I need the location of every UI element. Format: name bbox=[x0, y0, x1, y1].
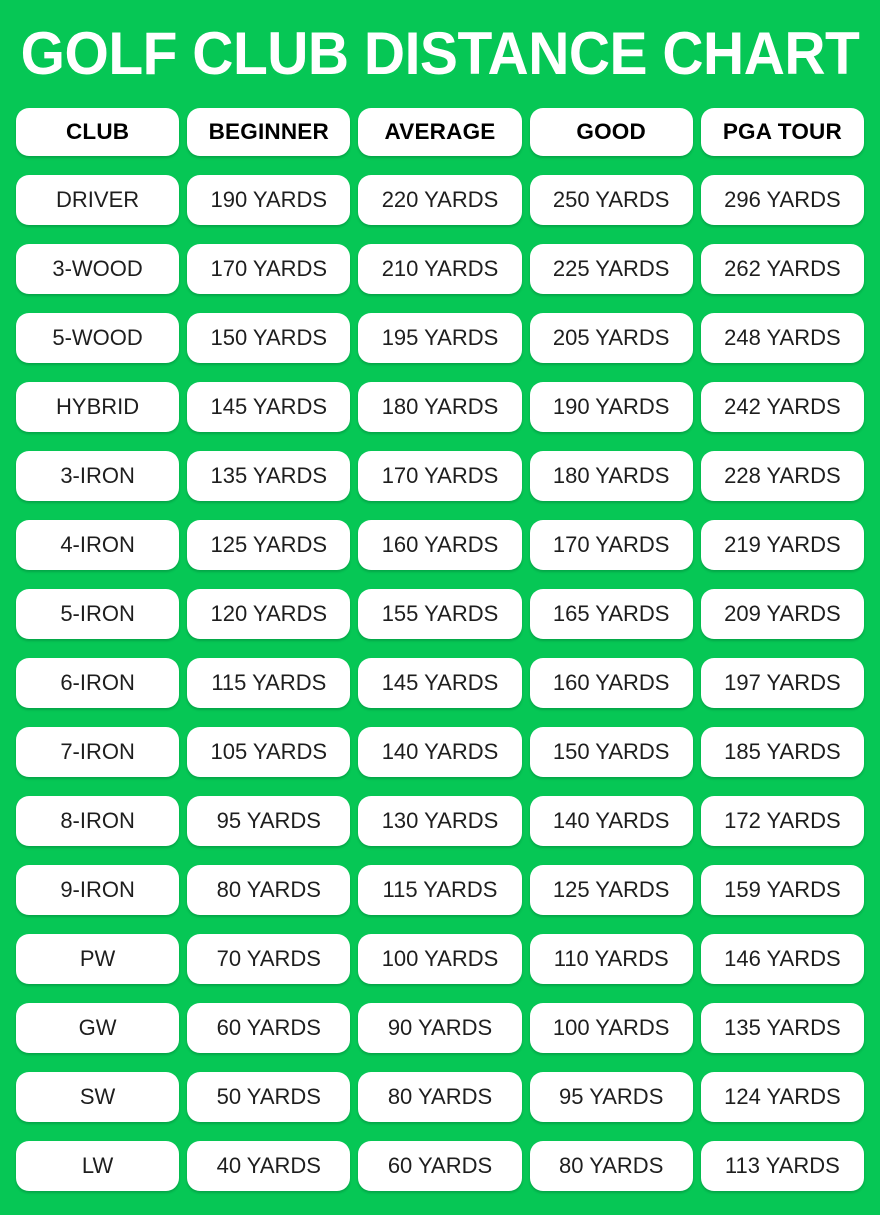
distance-cell: 135 YARDS bbox=[700, 1003, 864, 1053]
distance-cell: 145 YARDS bbox=[358, 658, 522, 708]
distance-cell: 100 YARDS bbox=[529, 1003, 693, 1053]
distance-cell: 150 YARDS bbox=[529, 727, 693, 777]
distance-cell: 220 YARDS bbox=[358, 175, 522, 225]
distance-cell: 115 YARDS bbox=[358, 865, 522, 915]
distance-cell: 80 YARDS bbox=[358, 1072, 522, 1122]
distance-cell: 70 YARDS bbox=[187, 934, 351, 984]
distance-cell: 210 YARDS bbox=[358, 244, 522, 294]
club-cell-6-iron: 6-IRON bbox=[16, 658, 180, 708]
distance-cell: 228 YARDS bbox=[700, 451, 864, 501]
distance-table: CLUB BEGINNER AVERAGE GOOD PGA TOUR DRIVER 190… bbox=[16, 108, 864, 1199]
distance-cell: 180 YARDS bbox=[358, 382, 522, 432]
distance-cell: 80 YARDS bbox=[187, 865, 351, 915]
distance-cell: 130 YARDS bbox=[358, 796, 522, 846]
distance-cell: 100 YARDS bbox=[358, 934, 522, 984]
page-title: GOLF CLUB DISTANCE CHART bbox=[20, 20, 860, 88]
header-cell-average: AVERAGE bbox=[358, 108, 522, 156]
distance-cell: 262 YARDS bbox=[700, 244, 864, 294]
distance-cell: 120 YARDS bbox=[187, 589, 351, 639]
club-cell-5-iron: 5-IRON bbox=[16, 589, 180, 639]
header-cell-beginner: BEGINNER bbox=[187, 108, 351, 156]
distance-cell: 165 YARDS bbox=[529, 589, 693, 639]
header-cell-club: CLUB bbox=[16, 108, 180, 156]
distance-cell: 146 YARDS bbox=[700, 934, 864, 984]
distance-cell: 170 YARDS bbox=[187, 244, 351, 294]
distance-cell: 125 YARDS bbox=[187, 520, 351, 570]
distance-cell: 185 YARDS bbox=[700, 727, 864, 777]
distance-cell: 125 YARDS bbox=[529, 865, 693, 915]
distance-cell: 248 YARDS bbox=[700, 313, 864, 363]
distance-cell: 159 YARDS bbox=[700, 865, 864, 915]
distance-cell: 113 YARDS bbox=[700, 1141, 864, 1191]
distance-cell: 155 YARDS bbox=[358, 589, 522, 639]
club-cell-driver: DRIVER bbox=[16, 175, 180, 225]
club-cell-4-iron: 4-IRON bbox=[16, 520, 180, 570]
distance-cell: 50 YARDS bbox=[187, 1072, 351, 1122]
club-cell-pw: PW bbox=[16, 934, 180, 984]
club-cell-3-wood: 3-WOOD bbox=[16, 244, 180, 294]
distance-cell: 172 YARDS bbox=[700, 796, 864, 846]
distance-cell: 95 YARDS bbox=[529, 1072, 693, 1122]
distance-cell: 140 YARDS bbox=[529, 796, 693, 846]
distance-cell: 60 YARDS bbox=[358, 1141, 522, 1191]
distance-cell: 115 YARDS bbox=[187, 658, 351, 708]
club-cell-3-iron: 3-IRON bbox=[16, 451, 180, 501]
club-cell-5-wood: 5-WOOD bbox=[16, 313, 180, 363]
distance-cell: 197 YARDS bbox=[700, 658, 864, 708]
distance-cell: 110 YARDS bbox=[529, 934, 693, 984]
distance-cell: 80 YARDS bbox=[529, 1141, 693, 1191]
distance-cell: 180 YARDS bbox=[529, 451, 693, 501]
club-cell-lw: LW bbox=[16, 1141, 180, 1191]
distance-cell: 296 YARDS bbox=[700, 175, 864, 225]
club-cell-hybrid: HYBRID bbox=[16, 382, 180, 432]
distance-cell: 160 YARDS bbox=[358, 520, 522, 570]
distance-cell: 160 YARDS bbox=[529, 658, 693, 708]
distance-cell: 145 YARDS bbox=[187, 382, 351, 432]
club-cell-sw: SW bbox=[16, 1072, 180, 1122]
distance-cell: 209 YARDS bbox=[700, 589, 864, 639]
distance-cell: 205 YARDS bbox=[529, 313, 693, 363]
distance-cell: 225 YARDS bbox=[529, 244, 693, 294]
distance-cell: 140 YARDS bbox=[358, 727, 522, 777]
distance-cell: 250 YARDS bbox=[529, 175, 693, 225]
distance-cell: 105 YARDS bbox=[187, 727, 351, 777]
distance-cell: 95 YARDS bbox=[187, 796, 351, 846]
distance-cell: 190 YARDS bbox=[529, 382, 693, 432]
distance-cell: 190 YARDS bbox=[187, 175, 351, 225]
distance-cell: 124 YARDS bbox=[700, 1072, 864, 1122]
club-cell-8-iron: 8-IRON bbox=[16, 796, 180, 846]
club-cell-9-iron: 9-IRON bbox=[16, 865, 180, 915]
distance-cell: 135 YARDS bbox=[187, 451, 351, 501]
club-cell-7-iron: 7-IRON bbox=[16, 727, 180, 777]
header-cell-pga-tour: PGA TOUR bbox=[700, 108, 864, 156]
distance-cell: 150 YARDS bbox=[187, 313, 351, 363]
distance-cell: 195 YARDS bbox=[358, 313, 522, 363]
distance-cell: 242 YARDS bbox=[700, 382, 864, 432]
distance-cell: 170 YARDS bbox=[529, 520, 693, 570]
club-cell-gw: GW bbox=[16, 1003, 180, 1053]
distance-cell: 219 YARDS bbox=[700, 520, 864, 570]
header-cell-good: GOOD bbox=[529, 108, 693, 156]
distance-cell: 40 YARDS bbox=[187, 1141, 351, 1191]
distance-cell: 60 YARDS bbox=[187, 1003, 351, 1053]
distance-cell: 170 YARDS bbox=[358, 451, 522, 501]
distance-cell: 90 YARDS bbox=[358, 1003, 522, 1053]
